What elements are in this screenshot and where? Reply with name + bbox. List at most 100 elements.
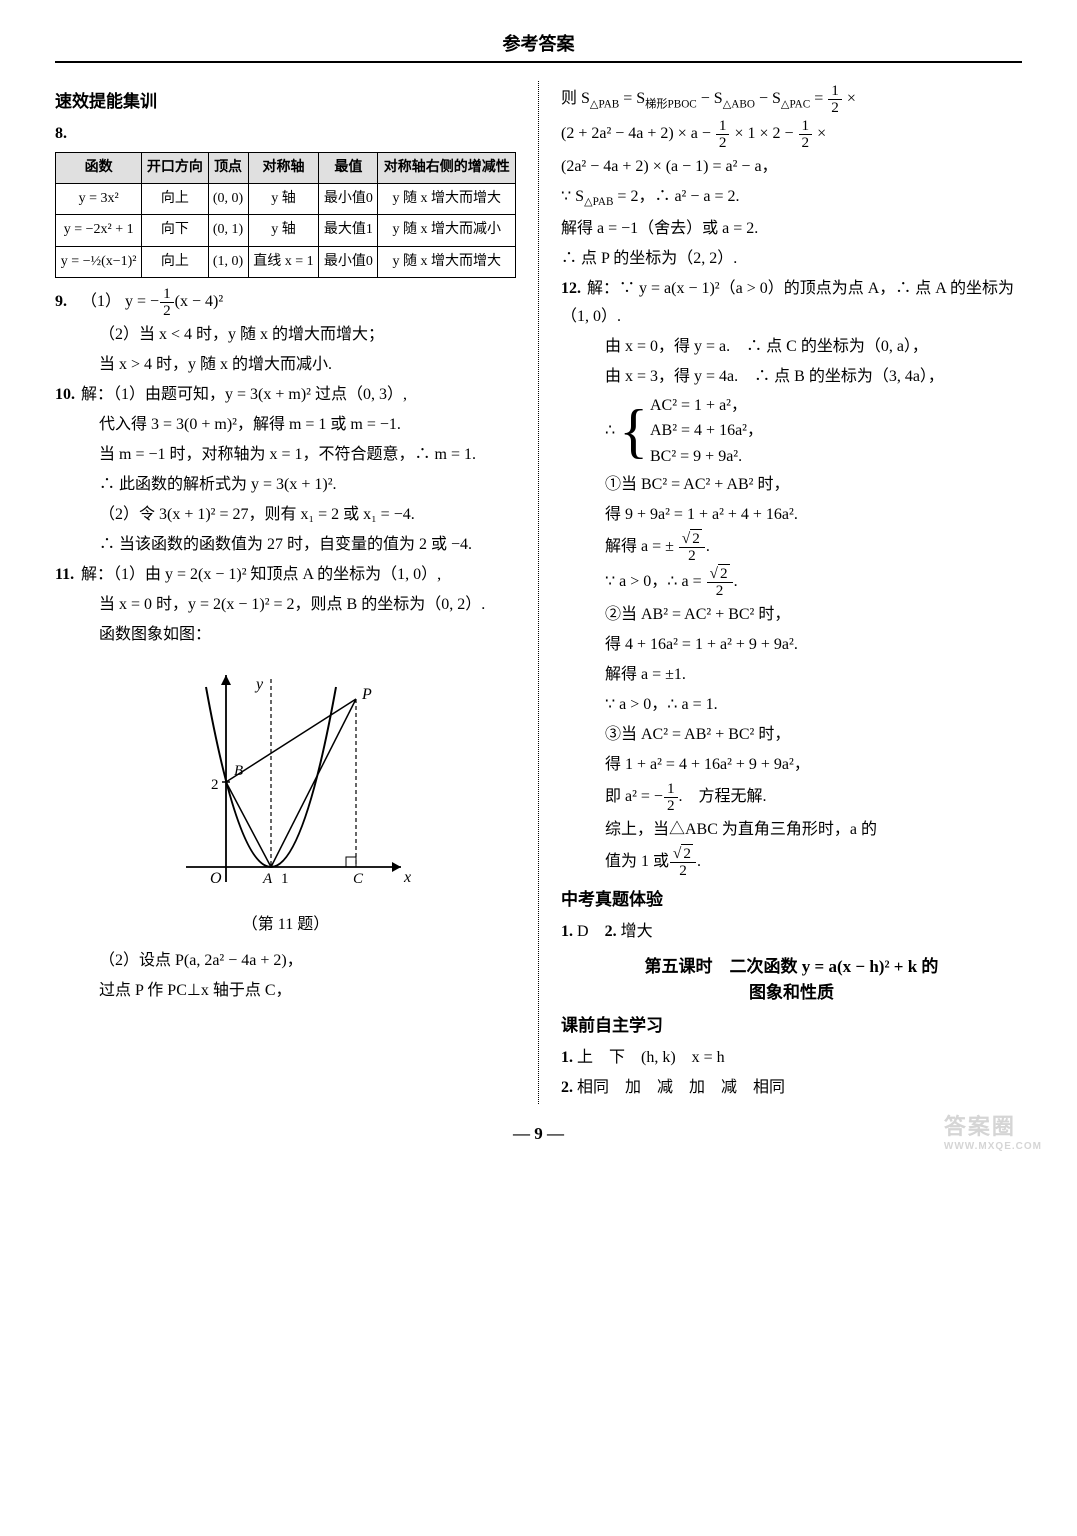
- q11-line4: （2）设点 P(a, 2a² − 4a + 2)，: [55, 947, 516, 975]
- q12-l3: 由 x = 3，得 y = 4a. ∴ 点 B 的坐标为（3, 4a），: [561, 363, 1022, 391]
- q11-caption: （第 11 题）: [55, 911, 516, 939]
- label-C: C: [353, 871, 364, 887]
- x-arrow: [392, 862, 401, 872]
- th-vertex: 顶点: [208, 153, 248, 184]
- label-O: O: [210, 870, 222, 887]
- table-row: y = −½(x−1)² 向上 (1, 0) 直线 x = 1 最小值0 y 随…: [56, 246, 516, 277]
- cell: 最小值0: [319, 246, 378, 277]
- r11-l5: 解得 a = −1（舍去）或 a = 2.: [561, 215, 1022, 243]
- left-column: 速效提能集训 8. 函数 开口方向 顶点 对称轴 最值 对称轴右侧的增减性: [55, 81, 538, 1104]
- r11-l2: (2 + 2a² − 4a + 2) × a − 12 × 1 × 2 − 12…: [561, 118, 1022, 151]
- label-tick2: 2: [211, 777, 219, 793]
- line-bp: [226, 699, 356, 782]
- q9-expr-post: (x − 4)²: [175, 293, 223, 310]
- cell: y 随 x 增大而增大: [378, 184, 516, 215]
- cell: y 轴: [248, 215, 319, 246]
- q10-line6: ∴ 当该函数的函数值为 27 时，自变量的值为 2 或 −4.: [55, 531, 516, 559]
- label-y: y: [254, 676, 264, 693]
- zk-answers: 1. D 2. 增大: [561, 918, 1022, 946]
- q9-number: 9.: [55, 288, 77, 316]
- y-arrow: [221, 675, 231, 685]
- r11-l3: (2a² − 4a + 2) × (a − 1) = a² − a，: [561, 153, 1022, 181]
- q9-line2: （2）当 x < 4 时，y 随 x 的增大而增大；: [55, 321, 516, 349]
- cell: 最大值1: [319, 215, 378, 246]
- header-rule: [55, 61, 1022, 63]
- q12-l13: ③当 AC² = AB² + BC² 时，: [561, 721, 1022, 749]
- q11-line1: 解：（1）由 y = 2(x − 1)² 知顶点 A 的坐标为（1, 0）,: [81, 566, 441, 583]
- q12-l12: ∵ a > 0，∴ a = 1.: [561, 691, 1022, 719]
- section-heading-pre: 课前自主学习: [561, 1011, 1022, 1036]
- th-axis: 对称轴: [248, 153, 319, 184]
- cell: y 轴: [248, 184, 319, 215]
- cell: y 随 x 增大而增大: [378, 246, 516, 277]
- q12-l1: 解：∵ y = a(x − 1)²（a > 0）的顶点为点 A，∴ 点 A 的坐…: [561, 280, 1014, 325]
- q9-line3: 当 x > 4 时，y 随 x 的增大而减小.: [55, 351, 516, 379]
- cell: (0, 0): [208, 184, 248, 215]
- q9-frac: 12: [160, 286, 174, 319]
- q12-brace: ∴ { AC² = 1 + a²， AB² = 4 + 16a²， BC² = …: [561, 393, 1022, 470]
- q11-number: 11.: [55, 561, 77, 589]
- q10-number: 10.: [55, 381, 77, 409]
- table-row: y = 3x² 向上 (0, 0) y 轴 最小值0 y 随 x 增大而增大: [56, 184, 516, 215]
- q12-l10: 得 4 + 16a² = 1 + a² + 9 + 9a².: [561, 631, 1022, 659]
- line-ap: [271, 699, 356, 867]
- r11-l4: ∵ S△PAB = 2，∴ a² − a = 2.: [561, 183, 1022, 213]
- q12-l2: 由 x = 0，得 y = a. ∴ 点 C 的坐标为（0, a），: [561, 333, 1022, 361]
- q10-line3: 当 m = −1 时，对称轴为 x = 1，不符合题意，∴ m = 1.: [55, 441, 516, 469]
- cell: 向上: [142, 184, 208, 215]
- th-fn: 函数: [56, 153, 142, 184]
- label-A: A: [262, 871, 273, 887]
- q8-number: 8.: [55, 120, 77, 148]
- cell: y = 3x²: [56, 184, 142, 215]
- q8-table: 函数 开口方向 顶点 对称轴 最值 对称轴右侧的增减性 y = 3x² 向上 (…: [55, 152, 516, 278]
- q12-l15: 即 a² = −12. 方程无解.: [561, 781, 1022, 814]
- label-P: P: [361, 686, 372, 703]
- q12-l6: 得 9 + 9a² = 1 + a² + 4 + 16a².: [561, 501, 1022, 529]
- cell: 最小值0: [319, 184, 378, 215]
- q12-number: 12.: [561, 275, 583, 303]
- q10-line4: ∴ 此函数的解析式为 y = 3(x + 1)².: [55, 471, 516, 499]
- pre1: 1. 上 下 (h, k) x = h: [561, 1044, 1022, 1072]
- watermark: 答案圈 WWW.MXQE.COM: [944, 1109, 1042, 1152]
- q12-l7: 解得 a = ± 22.: [561, 531, 1022, 564]
- q11-line5: 过点 P 作 PC⊥x 轴于点 C，: [55, 977, 516, 1005]
- q12-l11: 解得 a = ±1.: [561, 661, 1022, 689]
- th-dir: 开口方向: [142, 153, 208, 184]
- label-B: B: [234, 763, 243, 779]
- q12-l16: 综上，当△ABC 为直角三角形时，a 的: [561, 816, 1022, 844]
- label-x: x: [403, 869, 411, 886]
- cell: 向下: [142, 215, 208, 246]
- cell: (1, 0): [208, 246, 248, 277]
- q9-expr-pre: y = −: [125, 293, 159, 310]
- page-header: 参考答案: [55, 30, 1022, 56]
- q11-line3: 函数图象如图：: [55, 621, 516, 649]
- q10-line2: 代入得 3 = 3(0 + m)²，解得 m = 1 或 m = −1.: [55, 411, 516, 439]
- r11-l1: 则 S△PAB = S梯形PBOC − S△ABO − S△PAC = 12 ×: [561, 83, 1022, 116]
- cell: y 随 x 增大而减小: [378, 215, 516, 246]
- q12-l5: ①当 BC² = AC² + AB² 时，: [561, 471, 1022, 499]
- th-mono: 对称轴右侧的增减性: [378, 153, 516, 184]
- line-ba: [226, 782, 271, 867]
- cell: (0, 1): [208, 215, 248, 246]
- two-column-layout: 速效提能集训 8. 函数 开口方向 顶点 对称轴 最值 对称轴右侧的增减性: [55, 81, 1022, 1104]
- q12-l9: ②当 AB² = AC² + BC² 时，: [561, 601, 1022, 629]
- r11-l6: ∴ 点 P 的坐标为（2, 2）.: [561, 245, 1022, 273]
- label-tick1: 1: [281, 871, 289, 887]
- q10-line5: （2）令 3(x + 1)² = 27，则有 x₁ = 2 或 x₁ = −4.: [55, 501, 516, 529]
- lesson-title: 第五课时 二次函数 y = a(x − h)² + k 的 图象和性质: [561, 954, 1022, 1005]
- section-heading-zk: 中考真题体验: [561, 885, 1022, 910]
- page-number: — 9 —: [55, 1124, 1022, 1144]
- q12-l14: 得 1 + a² = 4 + 16a² + 9 + 9a²，: [561, 751, 1022, 779]
- right-column: 则 S△PAB = S梯形PBOC − S△ABO − S△PAC = 12 ×…: [539, 81, 1022, 1104]
- cell: y = −2x² + 1: [56, 215, 142, 246]
- cell: 向上: [142, 246, 208, 277]
- q10-line1: 解：（1）由题可知，y = 3(x + m)² 过点（0, 3）,: [81, 386, 407, 403]
- q12-l17: 值为 1 或22.: [561, 846, 1022, 879]
- q12-l8: ∵ a > 0，∴ a = 22.: [561, 566, 1022, 599]
- pre2: 2. 相同 加 减 加 减 相同: [561, 1074, 1022, 1102]
- q11-graph: y x O A 1 B 2 C P: [156, 657, 416, 907]
- right-angle-icon: [346, 857, 356, 867]
- table-row: y = −2x² + 1 向下 (0, 1) y 轴 最大值1 y 随 x 增大…: [56, 215, 516, 246]
- th-ext: 最值: [319, 153, 378, 184]
- q11-line2: 当 x = 0 时，y = 2(x − 1)² = 2，则点 B 的坐标为（0,…: [55, 591, 516, 619]
